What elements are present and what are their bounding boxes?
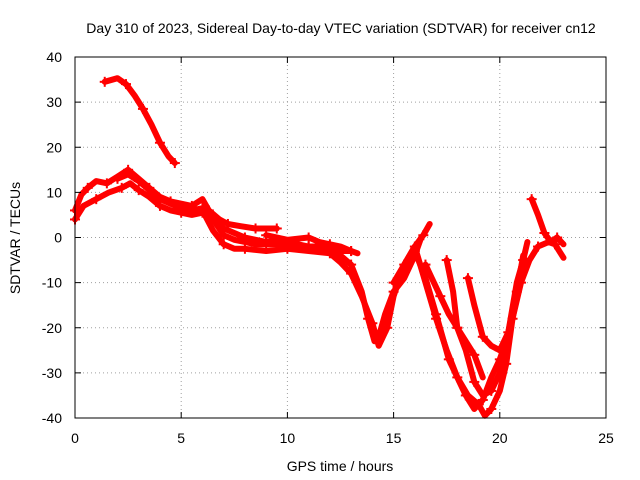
data-point bbox=[539, 227, 550, 238]
data-point bbox=[469, 376, 480, 387]
data-point bbox=[324, 239, 335, 250]
y-tick-label: 40 bbox=[46, 49, 62, 65]
data-point bbox=[494, 345, 505, 356]
data-point bbox=[552, 232, 563, 243]
data-point bbox=[477, 331, 488, 342]
data-point bbox=[176, 203, 187, 214]
data-point bbox=[101, 178, 112, 189]
series-line-arc-1 bbox=[101, 75, 178, 166]
y-tick-label: -10 bbox=[42, 275, 62, 291]
data-point bbox=[533, 241, 544, 252]
data-point bbox=[197, 205, 208, 216]
data-point bbox=[137, 103, 148, 114]
data-point bbox=[133, 176, 144, 187]
data-point bbox=[261, 239, 272, 250]
data-point bbox=[154, 137, 165, 148]
data-point bbox=[154, 194, 165, 205]
data-point bbox=[346, 268, 357, 279]
data-point bbox=[303, 232, 314, 243]
series-layer bbox=[70, 75, 567, 419]
data-point bbox=[486, 403, 497, 414]
data-point bbox=[120, 79, 131, 90]
data-point bbox=[452, 322, 463, 333]
x-tick-label: 15 bbox=[386, 430, 402, 446]
data-point bbox=[382, 322, 393, 333]
data-point bbox=[239, 243, 250, 254]
data-point bbox=[443, 354, 454, 365]
data-point bbox=[218, 239, 229, 250]
data-point bbox=[82, 182, 93, 193]
y-tick-label: -30 bbox=[42, 365, 62, 381]
data-point bbox=[91, 194, 102, 205]
data-point bbox=[511, 286, 522, 297]
data-point bbox=[469, 349, 480, 360]
data-point bbox=[261, 230, 272, 241]
y-axis-label: SDTVAR / TECUs bbox=[7, 182, 23, 294]
plot-frame bbox=[74, 56, 607, 419]
data-point bbox=[420, 259, 431, 270]
x-tick-label: 10 bbox=[280, 430, 296, 446]
x-tick-label: 25 bbox=[598, 430, 614, 446]
data-point bbox=[462, 273, 473, 284]
data-point bbox=[324, 248, 335, 259]
y-tick-label: 30 bbox=[46, 94, 62, 110]
data-point bbox=[460, 390, 471, 401]
data-point bbox=[346, 259, 357, 270]
axis-ticks: 0 5 10 15 20 25 -40 -30 -20 -10 0 10 20 30 40 bbox=[42, 49, 614, 446]
data-point bbox=[367, 318, 378, 329]
grid bbox=[75, 57, 606, 418]
data-point bbox=[116, 182, 127, 193]
data-point bbox=[435, 291, 446, 302]
data-point bbox=[112, 173, 123, 184]
data-point bbox=[441, 255, 452, 266]
x-tick-label: 20 bbox=[492, 430, 508, 446]
data-point bbox=[346, 246, 357, 257]
chart-title: Day 310 of 2023, Sidereal Day-to-day VTE… bbox=[86, 20, 596, 36]
series-line-arc-10 bbox=[443, 257, 486, 381]
series-line-arc-12 bbox=[528, 196, 567, 248]
data-point bbox=[282, 243, 293, 254]
data-point bbox=[169, 158, 180, 169]
data-point bbox=[431, 309, 442, 320]
x-tick-label: 0 bbox=[71, 430, 79, 446]
y-tick-label: 0 bbox=[54, 230, 62, 246]
data-point bbox=[409, 246, 420, 257]
y-tick-label: -20 bbox=[42, 320, 62, 336]
y-tick-label: 20 bbox=[46, 139, 62, 155]
data-point bbox=[271, 223, 282, 234]
data-point bbox=[388, 277, 399, 288]
data-point bbox=[99, 76, 110, 87]
data-point bbox=[486, 385, 497, 396]
data-point bbox=[133, 185, 144, 196]
data-point bbox=[250, 223, 261, 234]
series-line-arc-2 bbox=[72, 166, 280, 232]
y-tick-label: 10 bbox=[46, 184, 62, 200]
data-point bbox=[418, 230, 429, 241]
x-tick-label: 5 bbox=[177, 430, 185, 446]
series-line-arc-11 bbox=[464, 252, 527, 354]
data-point bbox=[526, 194, 537, 205]
x-axis-label: GPS time / hours bbox=[287, 458, 394, 474]
y-tick-label: -40 bbox=[42, 410, 62, 426]
